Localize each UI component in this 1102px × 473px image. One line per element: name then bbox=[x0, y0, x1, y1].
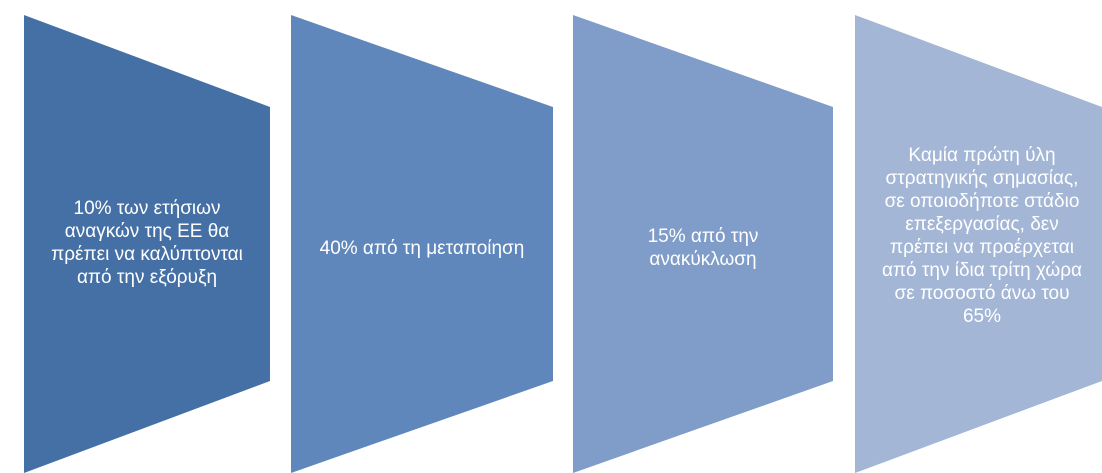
step-1-trapezoid bbox=[24, 15, 270, 473]
step-4-label: Καμία πρώτη ύλη στρατηγικής σημασίας, σε… bbox=[881, 145, 1083, 327]
step-3-label: 15% από την ανακύκλωση bbox=[647, 226, 759, 270]
step-3-shape: 15% από την ανακύκλωση bbox=[573, 15, 833, 473]
step-1-shape: 10% των ετήσιων αναγκών της ΕΕ θα πρέπει… bbox=[24, 15, 270, 473]
step-2-shape: 40% από τη μεταποίηση bbox=[291, 15, 553, 473]
step-4-shape: Καμία πρώτη ύλη στρατηγικής σημασίας, σε… bbox=[855, 15, 1102, 473]
step-1-label: 10% των ετήσιων αναγκών της ΕΕ θα πρέπει… bbox=[51, 198, 243, 288]
step-2-trapezoid bbox=[291, 15, 553, 473]
step-2-label: 40% από τη μεταποίηση bbox=[319, 238, 525, 259]
step-4-trapezoid bbox=[855, 15, 1102, 473]
step-3-trapezoid bbox=[573, 15, 833, 473]
